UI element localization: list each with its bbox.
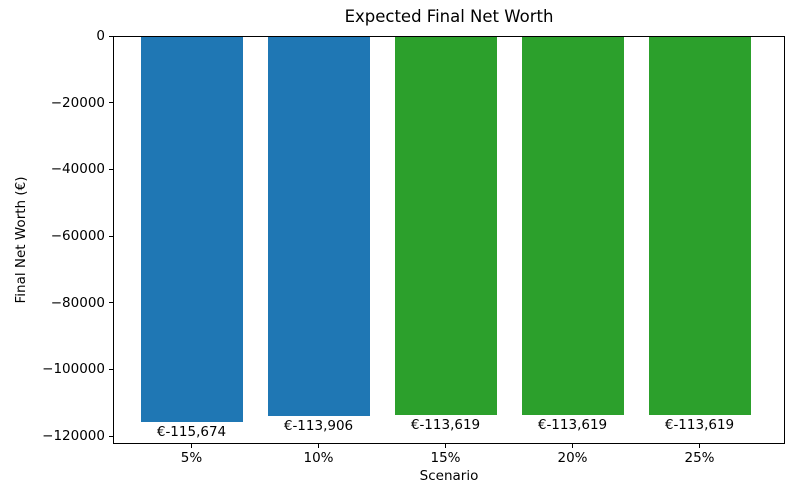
bar	[140, 36, 243, 422]
x-tick-label: 10%	[303, 450, 334, 466]
y-tick-mark	[109, 168, 113, 170]
chart-title: Expected Final Net Worth	[344, 7, 554, 26]
y-tick-label: −60000	[50, 228, 105, 244]
bar-value-label: €-113,906	[283, 417, 354, 434]
bar-value-label: €-113,619	[537, 416, 608, 433]
y-tick-mark	[109, 35, 113, 37]
bar-value-label: €-115,674	[156, 423, 227, 440]
bar	[648, 36, 751, 415]
bar-value-label: €-113,619	[664, 416, 735, 433]
bar	[521, 36, 624, 415]
y-tick-label: −20000	[50, 94, 105, 111]
x-tick-label: 15%	[430, 450, 461, 466]
y-tick-label: −100000	[42, 361, 105, 378]
y-tick-mark	[109, 302, 113, 304]
x-tick-mark	[445, 444, 446, 448]
x-tick-mark	[699, 444, 700, 448]
y-tick-mark	[109, 435, 113, 437]
bar	[267, 36, 370, 416]
y-tick-label: −40000	[50, 161, 105, 178]
x-tick-label: 25%	[684, 450, 715, 466]
x-tick-mark	[318, 444, 319, 448]
y-tick-label: 0	[96, 28, 105, 44]
bar-value-label: €-113,619	[410, 416, 481, 433]
x-tick-label: 20%	[557, 450, 588, 466]
y-tick-mark	[109, 368, 113, 370]
y-tick-mark	[109, 102, 113, 104]
x-tick-mark	[191, 444, 192, 448]
y-tick-label: −120000	[42, 428, 105, 444]
x-axis-title: Scenario	[419, 468, 479, 484]
x-tick-mark	[572, 444, 573, 448]
plot-area: €-115,674 €-113,906 €-113,619 €-113,619 €-11…	[113, 36, 785, 444]
y-tick-mark	[109, 235, 113, 237]
x-tick-label: 5%	[180, 450, 203, 466]
bar	[394, 36, 497, 415]
y-tick-label: −80000	[50, 294, 105, 311]
